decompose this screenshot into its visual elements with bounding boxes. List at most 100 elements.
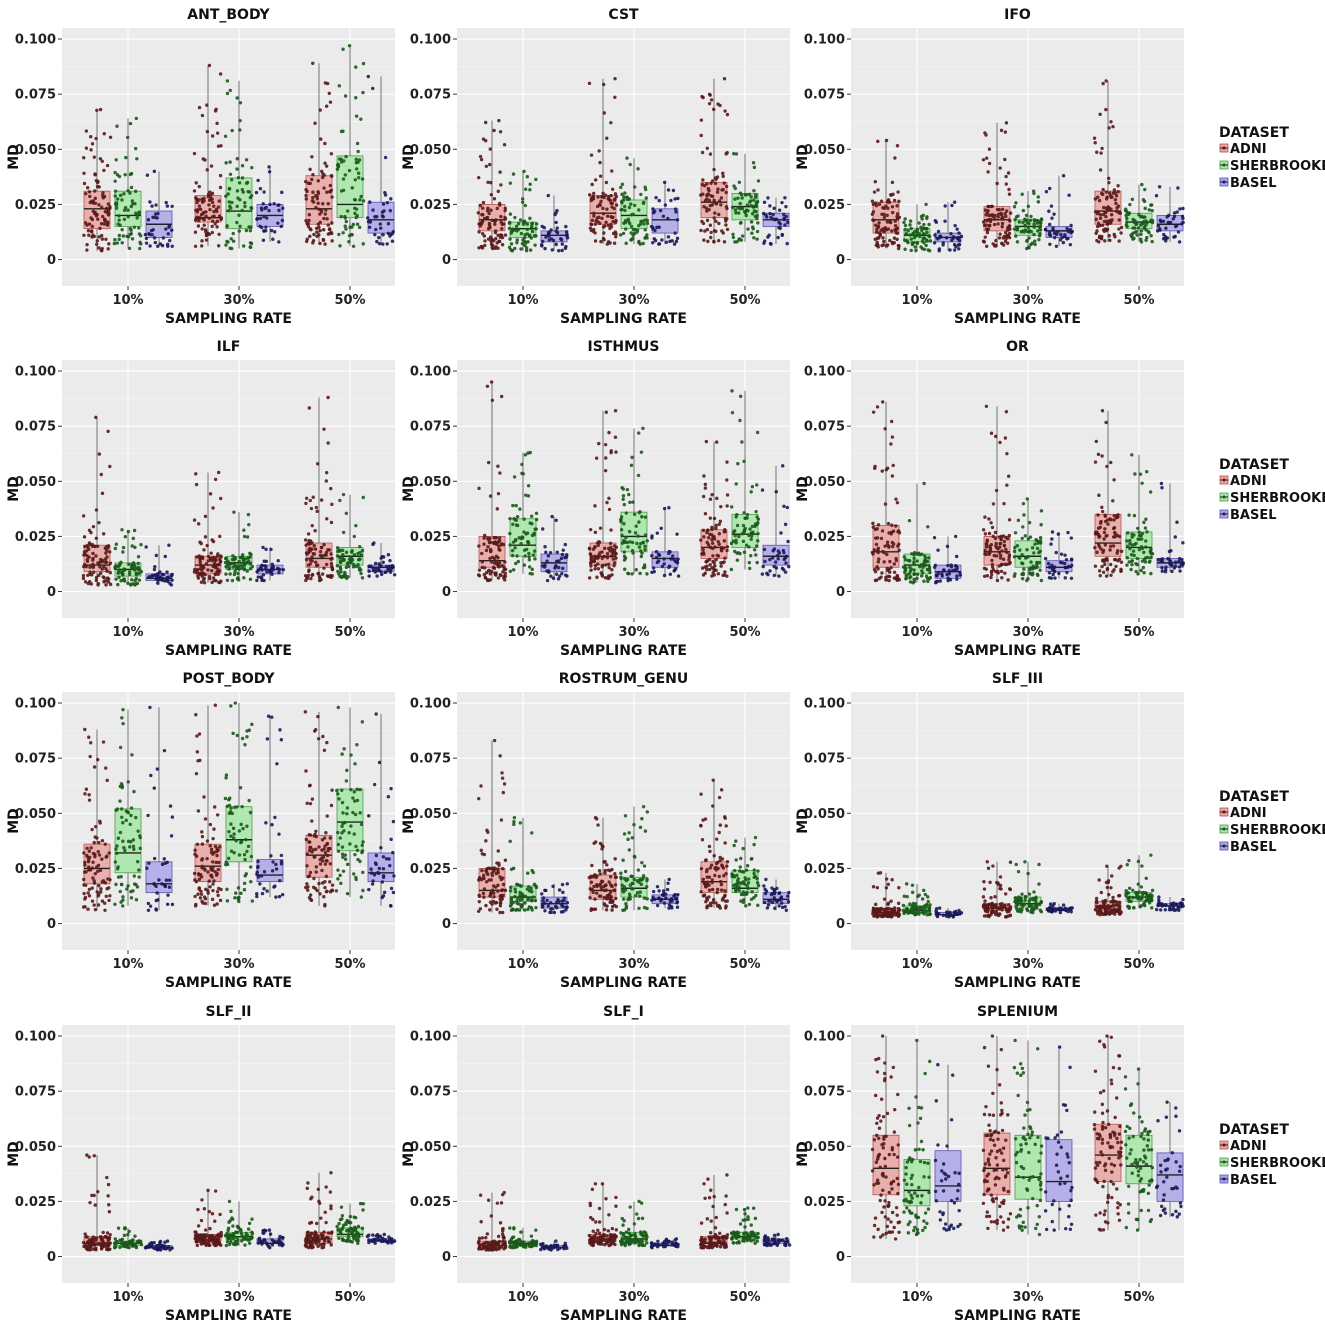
data-point [549,574,553,578]
data-point [1066,236,1070,241]
data-point [367,887,371,892]
data-point [496,491,501,496]
data-point [86,858,91,862]
data-point [597,540,602,544]
data-point [912,556,916,561]
data-point [210,219,215,223]
data-point [479,848,483,853]
legend-title: DATASET [1219,457,1289,473]
data-point [196,892,200,896]
data-point [643,544,647,549]
data-point [342,829,346,833]
data-point [656,552,661,557]
data-point [623,219,628,223]
data-point [1117,239,1121,243]
data-point [101,740,106,744]
data-point [712,573,716,577]
data-point [593,545,597,549]
data-point [135,157,139,161]
data-point [391,850,395,855]
data-point [555,226,559,230]
data-point [255,578,259,583]
data-point [482,566,487,570]
data-point [1033,242,1037,247]
data-point [345,768,349,773]
data-point [995,554,999,558]
data-point [1093,546,1097,550]
data-point [208,822,213,827]
data-point [219,887,223,892]
data-point [1049,204,1054,208]
box-adni-50 [699,439,730,578]
data-point [650,570,654,575]
data-point [993,536,998,541]
data-point [912,560,916,564]
data-point [197,887,201,891]
data-point [237,829,242,833]
data-point [370,882,375,886]
data-point [593,564,598,568]
data-point [598,221,602,226]
data-point [892,241,896,245]
data-point [237,567,242,571]
data-point [246,512,251,517]
data-point [1029,560,1033,564]
data-point [714,219,718,223]
data-point [725,478,729,482]
data-point [563,542,568,547]
data-point [635,228,640,232]
data-point [876,546,881,550]
data-point [622,554,627,559]
data-point [700,94,704,99]
data-point [241,553,245,557]
box-adni-10 [476,118,508,251]
data-point [245,729,249,733]
data-point [211,506,215,510]
data-point [383,155,388,160]
data-point [1124,223,1129,227]
data-point [755,560,759,565]
data-point [202,867,207,871]
data-point [200,200,205,204]
data-point [715,496,719,501]
data-point [500,867,505,871]
data-point [666,235,671,239]
data-point [323,212,328,216]
data-point [259,564,264,568]
data-point [908,223,912,227]
data-point [351,565,356,569]
data-point [776,556,780,561]
data-point [741,523,746,528]
data-point [1116,204,1121,208]
data-point [628,162,632,167]
data-point [1178,569,1182,573]
data-point [700,219,704,224]
data-point [85,559,90,563]
data-point [339,214,343,219]
data-point [336,842,341,847]
data-point [627,492,631,497]
data-point [102,564,106,569]
data-point [208,576,212,581]
data-point [103,557,108,561]
data-point [622,195,626,199]
data-point [987,550,991,554]
data-point [724,184,729,189]
data-point [91,551,95,556]
data-point [1119,560,1124,564]
data-point [748,527,752,531]
data-point [314,870,318,874]
data-point [84,129,89,133]
data-point [999,128,1004,133]
data-point [1050,216,1054,220]
data-point [1061,240,1066,245]
data-point [498,910,502,915]
data-point [162,857,166,861]
box-basel-30 [1043,174,1075,249]
data-point [356,171,361,175]
data-point [893,224,898,228]
y-tick-label: 0.025 [804,530,845,545]
data-point [137,571,141,576]
data-point [987,161,992,166]
data-point [994,569,998,574]
